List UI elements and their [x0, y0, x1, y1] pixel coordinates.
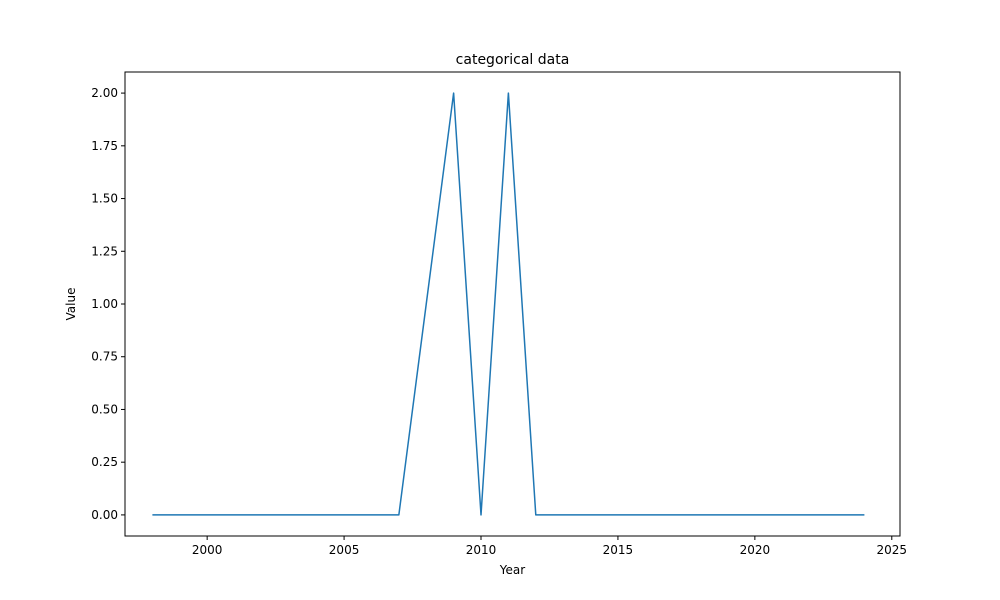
y-axis-label: Value: [64, 288, 78, 321]
y-axis-ticks: 0.00 0.25 0.50 0.75 1.00 1.25 1.50 1.75 2.00: [91, 86, 125, 522]
x-tick-label: 2025: [877, 543, 908, 557]
x-tick-label: 2020: [740, 543, 771, 557]
plot-frame: [124, 71, 901, 537]
series-line-0: [152, 92, 865, 516]
x-tick-label: 2000: [192, 543, 223, 557]
y-tick-label: 0.00: [91, 508, 118, 522]
x-tick-label: 2005: [329, 543, 360, 557]
x-tick-label: 2010: [466, 543, 497, 557]
y-tick-label: 1.75: [91, 139, 118, 153]
y-tick-label: 0.75: [91, 350, 118, 364]
y-tick-label: 0.50: [91, 402, 118, 416]
y-tick-label: 1.50: [91, 192, 118, 206]
x-axis-label: Year: [499, 563, 525, 577]
y-tick-label: 0.25: [91, 455, 118, 469]
chart-title: categorical data: [456, 52, 570, 68]
y-tick-label: 1.00: [91, 297, 118, 311]
x-tick-label: 2015: [603, 543, 634, 557]
y-tick-label: 2.00: [91, 86, 118, 100]
plot-area: [152, 92, 865, 516]
x-axis-ticks: 2000 2005 2010 2015 2020 2025: [192, 536, 907, 557]
y-tick-label: 1.25: [91, 244, 118, 258]
